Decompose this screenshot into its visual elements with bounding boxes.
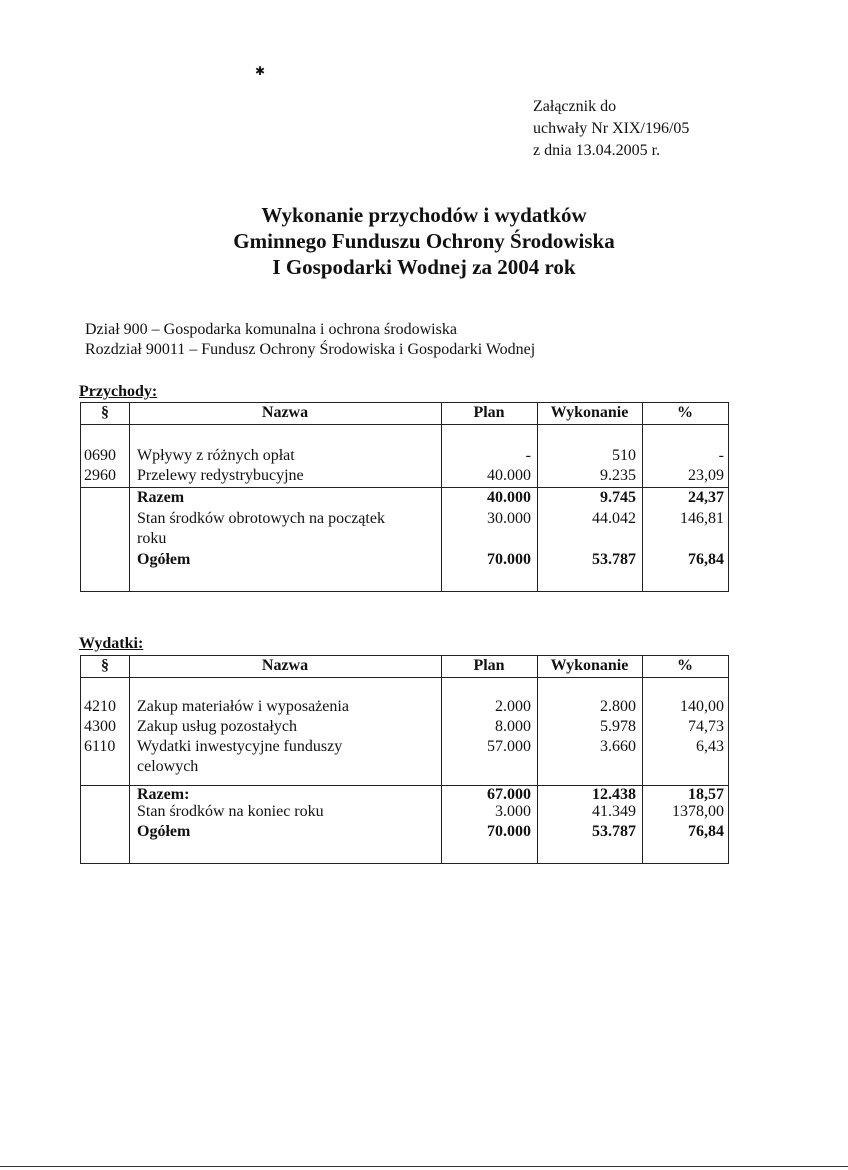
table-row: 0690 Wpływy z różnych opłat - 510 -: [81, 446, 728, 466]
header-pct: %: [677, 657, 693, 674]
summary-row: Stan środków na koniec roku 3.000 41.349 13…: [81, 802, 728, 822]
scan-speck: ✱: [255, 64, 266, 78]
row-pct: 140,00: [680, 698, 724, 715]
summary-pct: 76,84: [688, 823, 724, 840]
title-line-1: Wykonanie przychodów i wydatków: [261, 203, 587, 227]
summary-pct: 146,81: [680, 510, 724, 527]
column-divider: [537, 403, 538, 591]
row-nazwa-cont: celowych: [137, 758, 199, 775]
row-pct: 74,73: [688, 718, 724, 735]
column-divider: [537, 656, 538, 863]
table-row: 4210 Zakup materiałów i wyposażenia 2.000 2…: [81, 697, 728, 717]
row-wykonanie: 510: [612, 447, 636, 464]
table-row: 4300 Zakup usług pozostałych 8.000 5.978 74,…: [81, 717, 728, 737]
summary-pct: 76,84: [688, 551, 724, 568]
header-par: §: [101, 657, 109, 674]
summary-wykonanie: 53.787: [592, 823, 636, 840]
header-divider: [81, 424, 728, 425]
row-plan: -: [525, 447, 531, 464]
summary-plan: 70.000: [487, 551, 531, 568]
header-par: §: [101, 404, 109, 421]
summary-wykonanie: 44.042: [592, 510, 636, 527]
summary-divider: [81, 785, 728, 786]
row-plan: 2.000: [495, 698, 531, 715]
header-nazwa: Nazwa: [261, 404, 309, 421]
row-pct: -: [718, 447, 724, 464]
column-divider: [642, 656, 643, 863]
summary-wykonanie: 9.745: [600, 489, 636, 506]
summary-row: Razem 40.000 9.745 24,37: [81, 488, 728, 508]
summary-plan: 3.000: [495, 803, 531, 820]
summary-plan: 70.000: [487, 823, 531, 840]
header-pct: %: [677, 404, 693, 421]
summary-row: Ogółem 70.000 53.787 76,84: [81, 822, 728, 842]
header-wykonanie: Wykonanie: [550, 657, 629, 674]
column-divider: [441, 656, 442, 863]
table-row: 6110 Wydatki inwestycyjne funduszy celowyc…: [81, 737, 728, 775]
summary-nazwa: Stan środków na koniec roku: [137, 803, 324, 820]
row-wykonanie: 5.978: [600, 718, 636, 735]
row-plan: 57.000: [487, 738, 531, 755]
column-divider: [129, 403, 130, 591]
header-nazwa: Nazwa: [261, 657, 309, 674]
row-par: 4300: [84, 718, 116, 735]
resolution-number: uchwały Nr XIX/196/05: [533, 120, 690, 137]
summary-wykonanie: 12.438: [592, 786, 636, 803]
header-plan: Plan: [473, 404, 505, 421]
header-plan: Plan: [473, 657, 505, 674]
row-par: 6110: [84, 738, 116, 755]
summary-row: Razem: 67.000 12.438 18,57: [81, 785, 728, 805]
summary-nazwa-cont: roku: [137, 530, 167, 547]
rozdzial-text: Rozdział 90011 – Fundusz Ochrony Środowi…: [85, 341, 536, 358]
row-nazwa: Przelewy redystrybucyjne: [137, 467, 304, 484]
summary-plan: 67.000: [487, 786, 531, 803]
wydatki-heading: Wydatki:: [79, 635, 144, 652]
dzial-text: Dział 900 – Gospodarka komunalna i ochro…: [85, 321, 457, 338]
row-nazwa: Wydatki inwestycyjne funduszy: [137, 738, 343, 755]
header-divider: [81, 677, 728, 678]
wydatki-table: § Nazwa Plan Wykonanie% 4210 Zakup materiałów…: [80, 655, 729, 864]
annex-label: Załącznik do: [533, 98, 617, 115]
summary-pct: 18,57: [688, 786, 724, 803]
row-par: 4210: [84, 698, 116, 715]
row-plan: 40.000: [487, 467, 531, 484]
summary-nazwa: Razem:: [137, 786, 190, 803]
column-divider: [642, 403, 643, 591]
summary-wykonanie: 53.787: [592, 551, 636, 568]
row-par: 0690: [84, 447, 116, 464]
summary-nazwa: Razem: [137, 489, 185, 506]
row-pct: 23,09: [688, 467, 724, 484]
row-plan: 8.000: [495, 718, 531, 735]
row-nazwa: Wpływy z różnych opłat: [137, 447, 295, 464]
resolution-date: z dnia 13.04.2005 r.: [533, 142, 661, 159]
summary-nazwa: Stan środków obrotowych na początek: [137, 510, 385, 527]
page-edge-line: [0, 1166, 848, 1167]
summary-pct: 24,37: [688, 489, 724, 506]
row-pct: 6,43: [696, 738, 724, 755]
row-wykonanie: 9.235: [600, 467, 636, 484]
row-par: 2960: [84, 467, 116, 484]
summary-plan: 40.000: [487, 489, 531, 506]
summary-pct: 1378,00: [672, 803, 724, 820]
summary-wykonanie: 41.349: [592, 803, 636, 820]
summary-row: Ogółem 70.000 53.787 76,84: [81, 550, 728, 570]
title-line-3: I Gospodarki Wodnej za 2004 rok: [272, 255, 576, 279]
row-nazwa: Zakup usług pozostałych: [137, 718, 297, 735]
row-nazwa: Zakup materiałów i wyposażenia: [137, 698, 349, 715]
przychody-heading: Przychody:: [79, 383, 158, 400]
summary-nazwa: Ogółem: [137, 551, 191, 568]
header-wykonanie: Wykonanie: [550, 404, 629, 421]
summary-nazwa: Ogółem: [137, 823, 191, 840]
title-line-2: Gminnego Funduszu Ochrony Środowiska: [233, 229, 615, 253]
row-wykonanie: 2.800: [600, 698, 636, 715]
column-divider: [129, 656, 130, 863]
summary-plan: 30.000: [487, 510, 531, 527]
row-wykonanie: 3.660: [600, 738, 636, 755]
summary-divider: [81, 487, 728, 488]
summary-row: Stan środków obrotowych na początek roku 3…: [81, 509, 728, 547]
column-divider: [441, 403, 442, 591]
table-row: 2960 Przelewy redystrybucyjne 40.000 9.235 2…: [81, 466, 728, 486]
przychody-table: § Nazwa Plan Wykonanie% 0690 Wpływy z różnych…: [80, 402, 729, 592]
